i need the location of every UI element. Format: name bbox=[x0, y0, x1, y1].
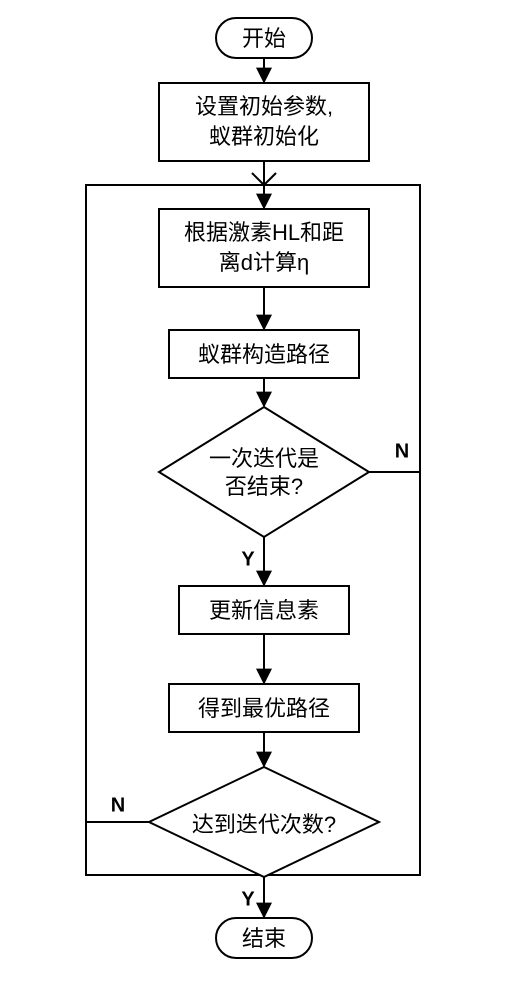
calc-line2: 离d计算η bbox=[219, 250, 309, 275]
dec1-line1: 一次迭代是 bbox=[209, 446, 319, 471]
update-label: 更新信息素 bbox=[209, 598, 319, 623]
dec2-label: 达到迭代次数? bbox=[192, 812, 336, 837]
node-init: 设置初始参数, 蚁群初始化 bbox=[159, 83, 369, 161]
init-line2: 蚁群初始化 bbox=[209, 124, 319, 149]
node-construct: 蚁群构造路径 bbox=[169, 330, 359, 378]
label-dec2-y: Y bbox=[241, 888, 255, 910]
init-line1: 设置初始参数, bbox=[195, 94, 333, 119]
label-dec1-n: N bbox=[395, 440, 409, 462]
node-update: 更新信息素 bbox=[179, 586, 349, 634]
dec1-line2: 否结束? bbox=[225, 474, 303, 499]
merge-tick-right bbox=[264, 173, 276, 185]
label-dec2-n: N bbox=[111, 794, 125, 816]
construct-label: 蚁群构造路径 bbox=[198, 342, 330, 367]
end-label: 结束 bbox=[242, 926, 286, 951]
node-optimal: 得到最优路径 bbox=[169, 684, 359, 732]
start-label: 开始 bbox=[242, 26, 286, 51]
node-end: 结束 bbox=[216, 918, 312, 958]
optimal-label: 得到最优路径 bbox=[198, 696, 330, 721]
node-calc-eta: 根据激素HL和距 离d计算η bbox=[159, 209, 369, 287]
calc-line1: 根据激素HL和距 bbox=[184, 220, 344, 245]
merge-tick-left bbox=[252, 173, 264, 185]
node-start: 开始 bbox=[216, 18, 312, 58]
label-dec1-y: Y bbox=[241, 548, 255, 570]
